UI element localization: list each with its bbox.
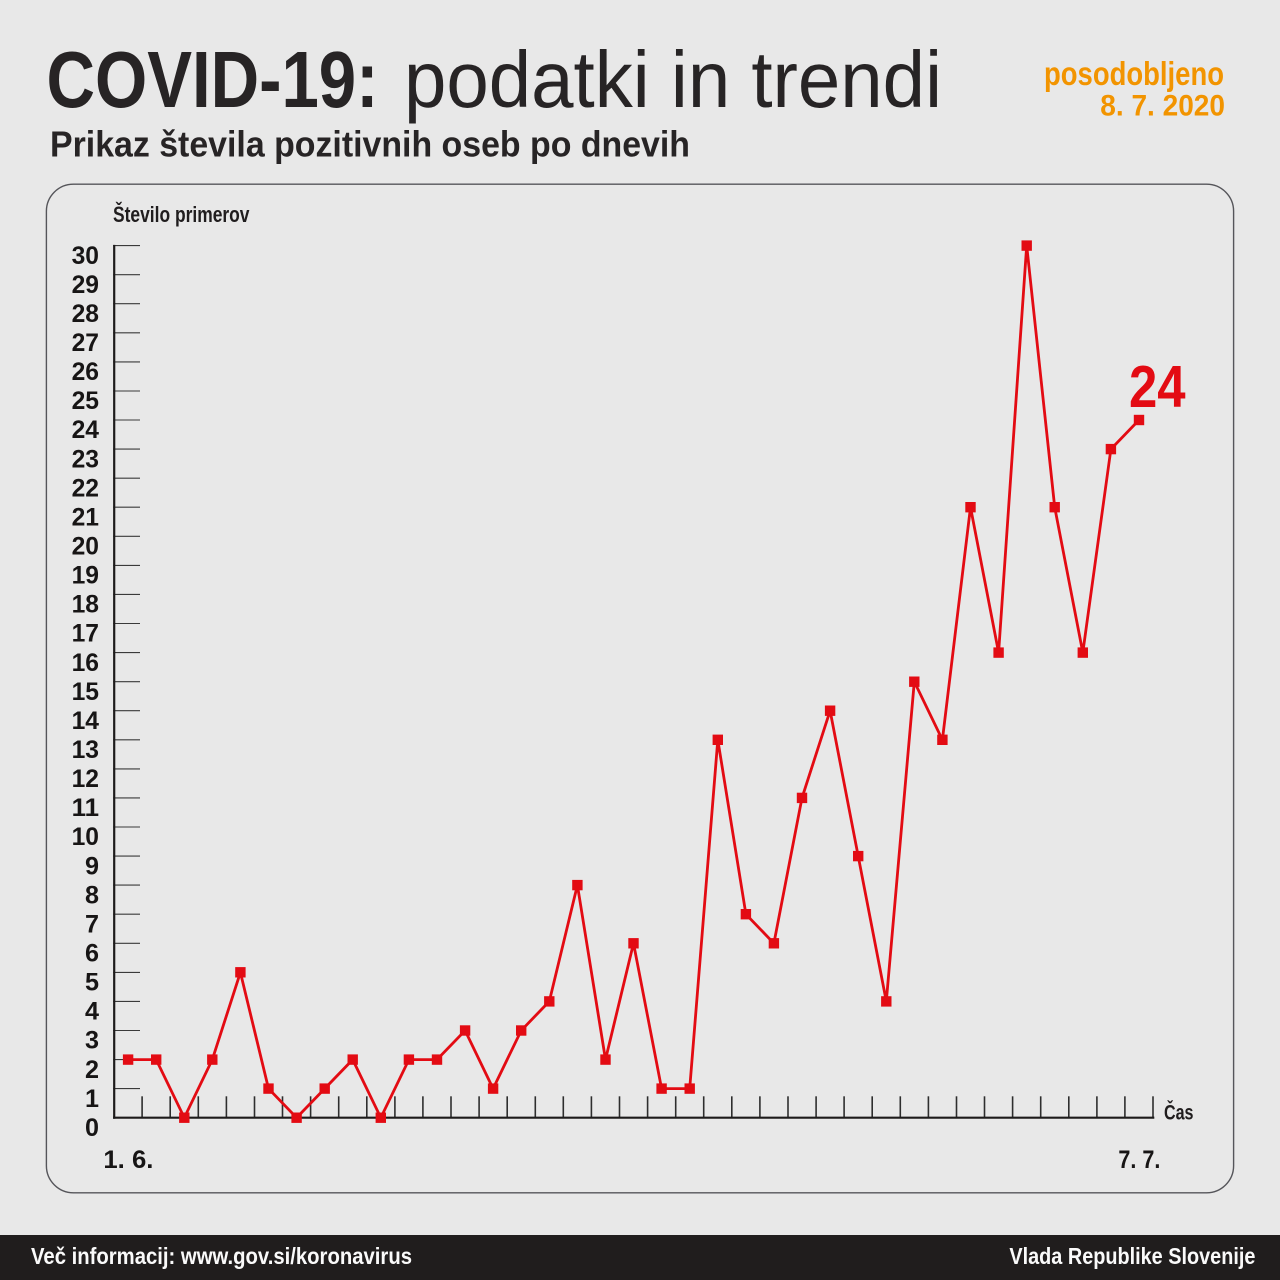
- svg-text:11: 11: [72, 794, 99, 822]
- svg-text:28: 28: [72, 300, 99, 328]
- svg-text:24: 24: [1129, 354, 1186, 420]
- svg-text:17: 17: [72, 620, 99, 648]
- svg-text:21: 21: [72, 503, 99, 531]
- svg-text:Prikaz števila pozitivnih oseb: Prikaz števila pozitivnih oseb po dnevih: [50, 124, 690, 165]
- svg-text:Število primerov: Število primerov: [113, 202, 250, 227]
- svg-text:0: 0: [85, 1114, 99, 1142]
- svg-text:20: 20: [72, 533, 99, 561]
- svg-text:6: 6: [85, 940, 99, 968]
- svg-text:19: 19: [72, 562, 99, 590]
- svg-text:4: 4: [85, 998, 99, 1026]
- svg-text:5: 5: [85, 969, 99, 997]
- svg-text:posodobljeno: posodobljeno: [1044, 55, 1224, 92]
- svg-text:22: 22: [72, 474, 99, 502]
- svg-text:COVID-19:: COVID-19:: [47, 35, 379, 124]
- svg-text:14: 14: [72, 707, 99, 735]
- svg-text:13: 13: [72, 736, 99, 764]
- svg-text:29: 29: [72, 271, 99, 299]
- svg-text:16: 16: [72, 649, 99, 677]
- svg-text:27: 27: [72, 329, 99, 357]
- svg-text:30: 30: [72, 242, 99, 270]
- svg-text:7: 7: [85, 910, 99, 938]
- svg-text:15: 15: [72, 678, 99, 706]
- svg-text:1: 1: [85, 1085, 99, 1113]
- svg-text:9: 9: [85, 852, 99, 880]
- svg-text:8. 7. 2020: 8. 7. 2020: [1100, 90, 1225, 123]
- svg-text:12: 12: [72, 765, 99, 793]
- svg-text:25: 25: [72, 387, 99, 415]
- svg-text:Vlada Republike Slovenije: Vlada Republike Slovenije: [1009, 1243, 1255, 1269]
- svg-text:8: 8: [85, 881, 99, 909]
- svg-text:Več informacij: www.gov.si/kor: Več informacij: www.gov.si/koronavirus: [31, 1243, 412, 1269]
- svg-text:23: 23: [72, 445, 99, 473]
- svg-text:podatki in trendi: podatki in trendi: [404, 35, 942, 124]
- svg-text:3: 3: [85, 1027, 99, 1055]
- svg-text:26: 26: [72, 358, 99, 386]
- svg-text:18: 18: [72, 591, 99, 619]
- svg-text:1. 6.: 1. 6.: [103, 1146, 153, 1174]
- svg-text:24: 24: [72, 416, 99, 444]
- svg-text:Čas: Čas: [1164, 1101, 1194, 1125]
- svg-text:2: 2: [85, 1056, 99, 1084]
- svg-text:10: 10: [72, 823, 99, 851]
- svg-text:7. 7.: 7. 7.: [1118, 1146, 1160, 1174]
